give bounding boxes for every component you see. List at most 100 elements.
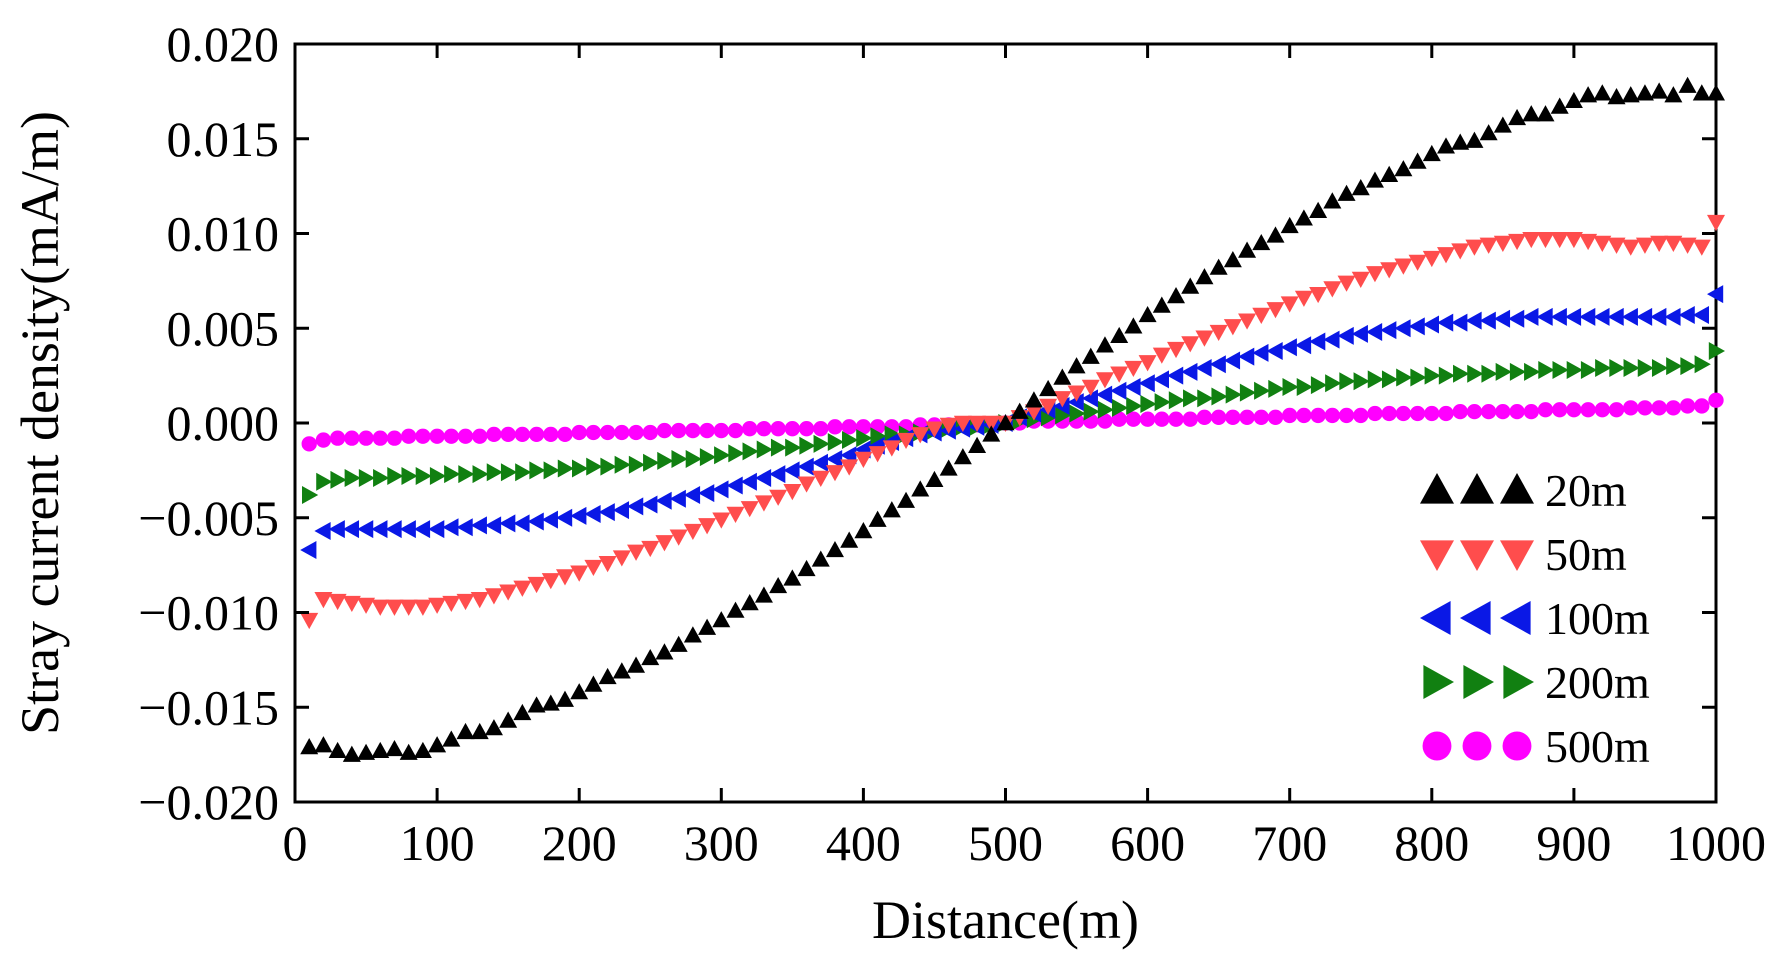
data-point-20m bbox=[1635, 84, 1654, 101]
data-point-100m bbox=[1607, 307, 1624, 326]
data-point-100m bbox=[1081, 389, 1098, 408]
data-point-100m bbox=[1095, 385, 1113, 404]
x-tick-label: 400 bbox=[826, 815, 901, 871]
data-point-20m bbox=[939, 459, 958, 476]
data-point-100m bbox=[1394, 319, 1411, 338]
data-point-20m bbox=[1039, 379, 1058, 397]
data-point-500m bbox=[784, 421, 800, 437]
x-tick-label: 700 bbox=[1252, 815, 1327, 871]
data-point-500m bbox=[1509, 403, 1525, 420]
data-point-50m bbox=[953, 415, 972, 432]
data-point-20m bbox=[854, 522, 873, 539]
legend-marker-500m bbox=[1502, 731, 1532, 761]
data-point-20m bbox=[541, 694, 560, 711]
data-point-50m bbox=[612, 550, 631, 567]
data-point-50m bbox=[769, 489, 788, 506]
data-point-500m bbox=[1267, 409, 1284, 425]
data-point-20m bbox=[911, 480, 930, 497]
data-point-100m bbox=[1707, 285, 1724, 304]
data-point-100m bbox=[825, 450, 843, 469]
data-point-50m bbox=[1294, 290, 1313, 307]
data-point-20m bbox=[484, 719, 503, 736]
data-point-200m bbox=[429, 467, 447, 486]
data-point-50m bbox=[499, 584, 518, 601]
data-point-50m bbox=[1181, 336, 1200, 353]
data-point-50m bbox=[1266, 302, 1285, 319]
data-point-20m bbox=[584, 675, 603, 692]
data-point-200m bbox=[444, 465, 461, 484]
legend-item-200m: 200m bbox=[1423, 657, 1650, 708]
x-tick-label: 100 bbox=[400, 815, 475, 871]
data-point-200m bbox=[1566, 360, 1583, 379]
data-point-50m bbox=[1152, 347, 1171, 364]
data-point-50m bbox=[968, 415, 987, 432]
data-point-50m bbox=[811, 470, 830, 487]
data-point-200m bbox=[657, 451, 674, 470]
data-point-20m bbox=[456, 722, 475, 740]
data-point-100m bbox=[1650, 307, 1667, 326]
data-point-50m bbox=[1067, 385, 1086, 402]
data-point-50m bbox=[1536, 231, 1555, 249]
data-point-20m bbox=[1422, 144, 1441, 162]
data-point-500m bbox=[1111, 411, 1127, 427]
data-point-20m bbox=[726, 601, 745, 618]
data-point-50m bbox=[854, 451, 873, 469]
data-point-50m bbox=[882, 440, 901, 457]
data-point-20m bbox=[783, 569, 802, 586]
y-tick-label: 0.005 bbox=[167, 300, 280, 356]
data-point-50m bbox=[300, 612, 319, 630]
data-point-100m bbox=[612, 501, 630, 520]
data-point-20m bbox=[342, 745, 361, 762]
data-point-50m bbox=[1309, 286, 1328, 304]
y-axis: 0.020 0.015 0.010 0.005 0.000 −0.005 −0.010 −0.… bbox=[138, 16, 1716, 830]
data-point-20m bbox=[1053, 368, 1072, 385]
data-point-200m bbox=[572, 459, 589, 478]
data-point-100m bbox=[1380, 321, 1397, 340]
data-point-100m bbox=[1365, 323, 1383, 342]
data-point-500m bbox=[443, 428, 459, 444]
data-point-50m bbox=[1238, 313, 1257, 330]
data-point-500m bbox=[1552, 402, 1568, 418]
series-100m bbox=[300, 285, 1724, 559]
data-point-50m bbox=[328, 593, 347, 611]
data-point-20m bbox=[1195, 268, 1214, 285]
data-point-100m bbox=[1266, 341, 1283, 360]
data-point-100m bbox=[1522, 307, 1539, 326]
data-point-200m bbox=[1666, 357, 1683, 376]
data-point-20m bbox=[1238, 241, 1257, 258]
data-point-100m bbox=[300, 540, 317, 559]
data-point-100m bbox=[1536, 307, 1553, 326]
data-point-20m bbox=[570, 683, 589, 700]
data-point-20m bbox=[300, 738, 319, 755]
data-point-500m bbox=[1125, 411, 1142, 427]
data-point-50m bbox=[1209, 324, 1228, 342]
data-point-200m bbox=[358, 468, 376, 487]
x-axis: 0 100 200 300 400 500 600 700 800 900 1000 bbox=[283, 44, 1766, 871]
data-point-20m bbox=[371, 741, 390, 759]
data-point-500m bbox=[457, 428, 474, 444]
data-point-100m bbox=[470, 516, 487, 535]
data-point-200m bbox=[1637, 359, 1654, 378]
data-point-50m bbox=[1508, 233, 1527, 251]
data-point-50m bbox=[1039, 398, 1058, 415]
data-point-500m bbox=[1367, 405, 1383, 422]
data-point-100m bbox=[1508, 309, 1525, 328]
data-point-20m bbox=[1451, 133, 1470, 150]
data-point-50m bbox=[342, 595, 361, 613]
data-point-20m bbox=[797, 559, 816, 577]
data-point-500m bbox=[1566, 402, 1582, 418]
data-point-500m bbox=[1637, 400, 1653, 416]
data-point-200m bbox=[302, 486, 319, 505]
data-point-500m bbox=[1409, 405, 1426, 422]
y-tick-label: 0.020 bbox=[167, 16, 280, 72]
y-tick-label: −0.005 bbox=[138, 490, 279, 546]
data-point-20m bbox=[712, 611, 731, 628]
data-point-200m bbox=[330, 470, 347, 489]
data-point-100m bbox=[655, 491, 672, 510]
legend-marker-20m bbox=[1420, 473, 1454, 504]
y-axis-title: Stray current density(mA/m) bbox=[10, 111, 70, 735]
data-point-20m bbox=[1394, 160, 1413, 177]
data-point-100m bbox=[769, 465, 786, 484]
series-50m bbox=[300, 214, 1725, 630]
data-point-500m bbox=[1495, 403, 1511, 420]
